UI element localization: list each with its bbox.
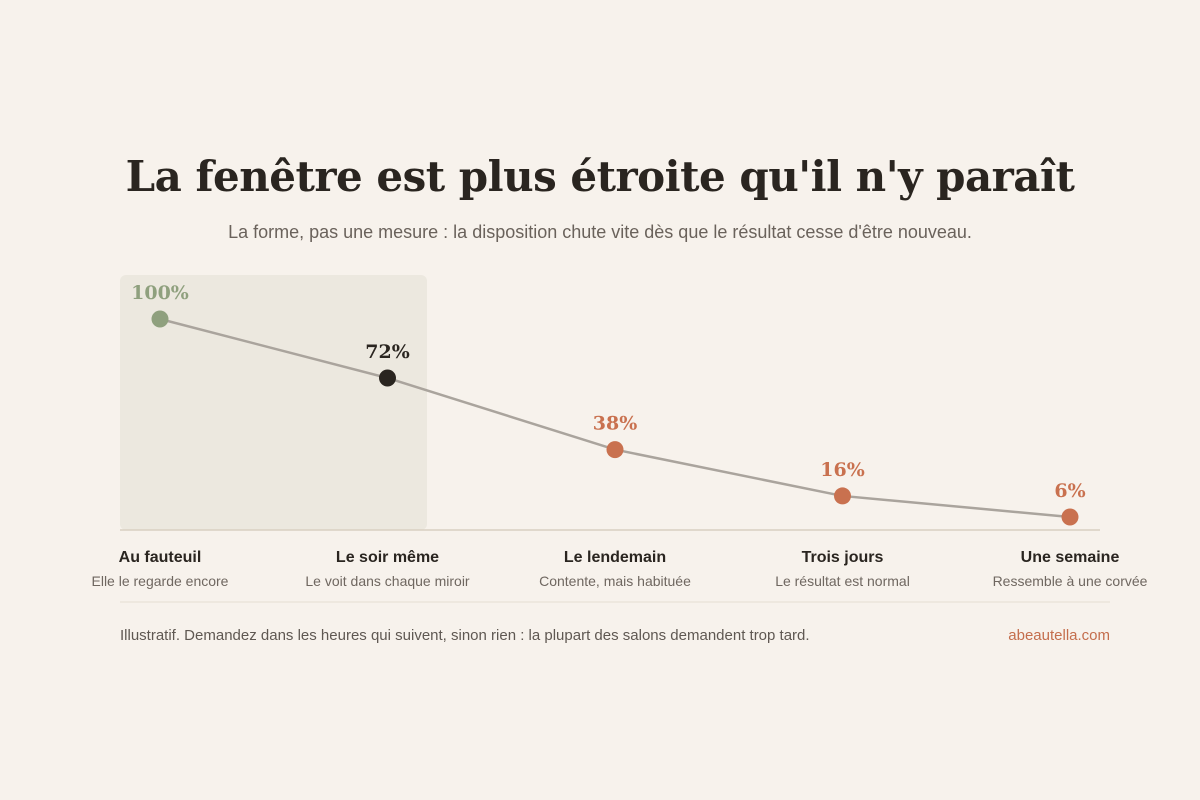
x-tick-label: Une semaine bbox=[1021, 549, 1120, 566]
x-tick-caption: Le résultat est normal bbox=[775, 573, 910, 589]
x-tick-caption: Elle le regarde encore bbox=[92, 573, 229, 589]
value-label: 72% bbox=[365, 341, 410, 363]
data-point bbox=[151, 310, 169, 328]
chart-title: La fenêtre est plus étroite qu'il n'y pa… bbox=[125, 152, 1075, 201]
data-point bbox=[379, 369, 396, 387]
data-point bbox=[606, 441, 624, 459]
source-link[interactable]: abeautella.com bbox=[1008, 627, 1110, 644]
value-label: 38% bbox=[593, 413, 638, 435]
x-tick-caption: Ressemble à une corvée bbox=[993, 573, 1148, 589]
value-label: 16% bbox=[820, 459, 865, 481]
data-points bbox=[151, 310, 1079, 526]
x-tick-label: Le lendemain bbox=[564, 549, 666, 566]
value-label: 6% bbox=[1054, 480, 1085, 502]
data-point bbox=[834, 487, 851, 505]
x-axis-labels: Au fauteuil Elle le regarde encore Le soir… bbox=[92, 549, 1148, 589]
x-tick-label: Au fauteuil bbox=[119, 549, 202, 566]
highlight-band bbox=[120, 275, 427, 530]
data-point bbox=[1061, 508, 1079, 526]
chart-subtitle: La forme, pas une mesure : la dispositio… bbox=[228, 222, 972, 242]
x-tick-caption: Contente, mais habituée bbox=[539, 573, 691, 589]
value-label: 100% bbox=[131, 282, 189, 304]
x-tick-label: Le soir même bbox=[336, 549, 439, 566]
x-tick-caption: Le voit dans chaque miroir bbox=[305, 573, 470, 589]
x-tick-label: Trois jours bbox=[802, 549, 884, 566]
value-labels: 100% 72% 38% 16% 6% bbox=[131, 282, 1086, 502]
footnote: Illustratif. Demandez dans les heures qu… bbox=[120, 627, 810, 644]
